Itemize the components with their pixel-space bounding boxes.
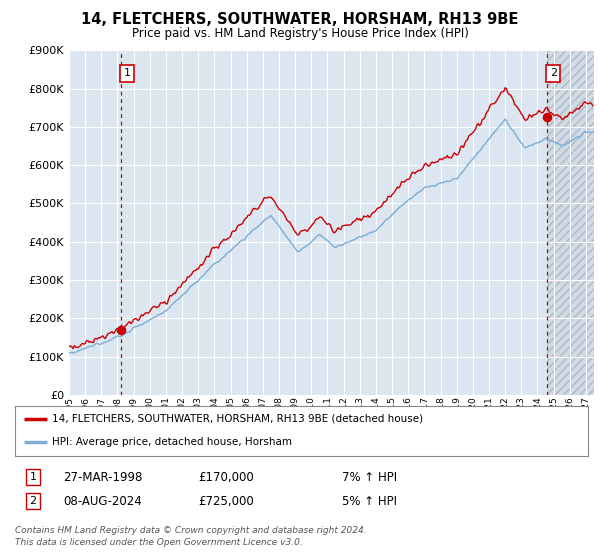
Text: 14, FLETCHERS, SOUTHWATER, HORSHAM, RH13 9BE (detached house): 14, FLETCHERS, SOUTHWATER, HORSHAM, RH13… [52, 414, 424, 423]
Point [116, 325, 126, 334]
Point [542, 113, 552, 122]
Text: 7% ↑ HPI: 7% ↑ HPI [342, 470, 397, 484]
Text: 14, FLETCHERS, SOUTHWATER, HORSHAM, RH13 9BE: 14, FLETCHERS, SOUTHWATER, HORSHAM, RH13… [82, 12, 518, 27]
Text: Price paid vs. HM Land Registry's House Price Index (HPI): Price paid vs. HM Land Registry's House … [131, 27, 469, 40]
Text: 1: 1 [29, 472, 37, 482]
Text: £725,000: £725,000 [198, 494, 254, 508]
Text: £170,000: £170,000 [198, 470, 254, 484]
Bar [547, 50, 594, 395]
Text: Contains HM Land Registry data © Crown copyright and database right 2024.
This d: Contains HM Land Registry data © Crown c… [15, 526, 367, 547]
Text: HPI: Average price, detached house, Horsham: HPI: Average price, detached house, Hors… [52, 437, 292, 447]
Text: 5% ↑ HPI: 5% ↑ HPI [342, 494, 397, 508]
Text: 2: 2 [29, 496, 37, 506]
Text: 08-AUG-2024: 08-AUG-2024 [63, 494, 142, 508]
Text: 2: 2 [550, 68, 557, 78]
Text: 1: 1 [124, 68, 131, 78]
Text: 27-MAR-1998: 27-MAR-1998 [63, 470, 142, 484]
Bar [547, 50, 594, 395]
